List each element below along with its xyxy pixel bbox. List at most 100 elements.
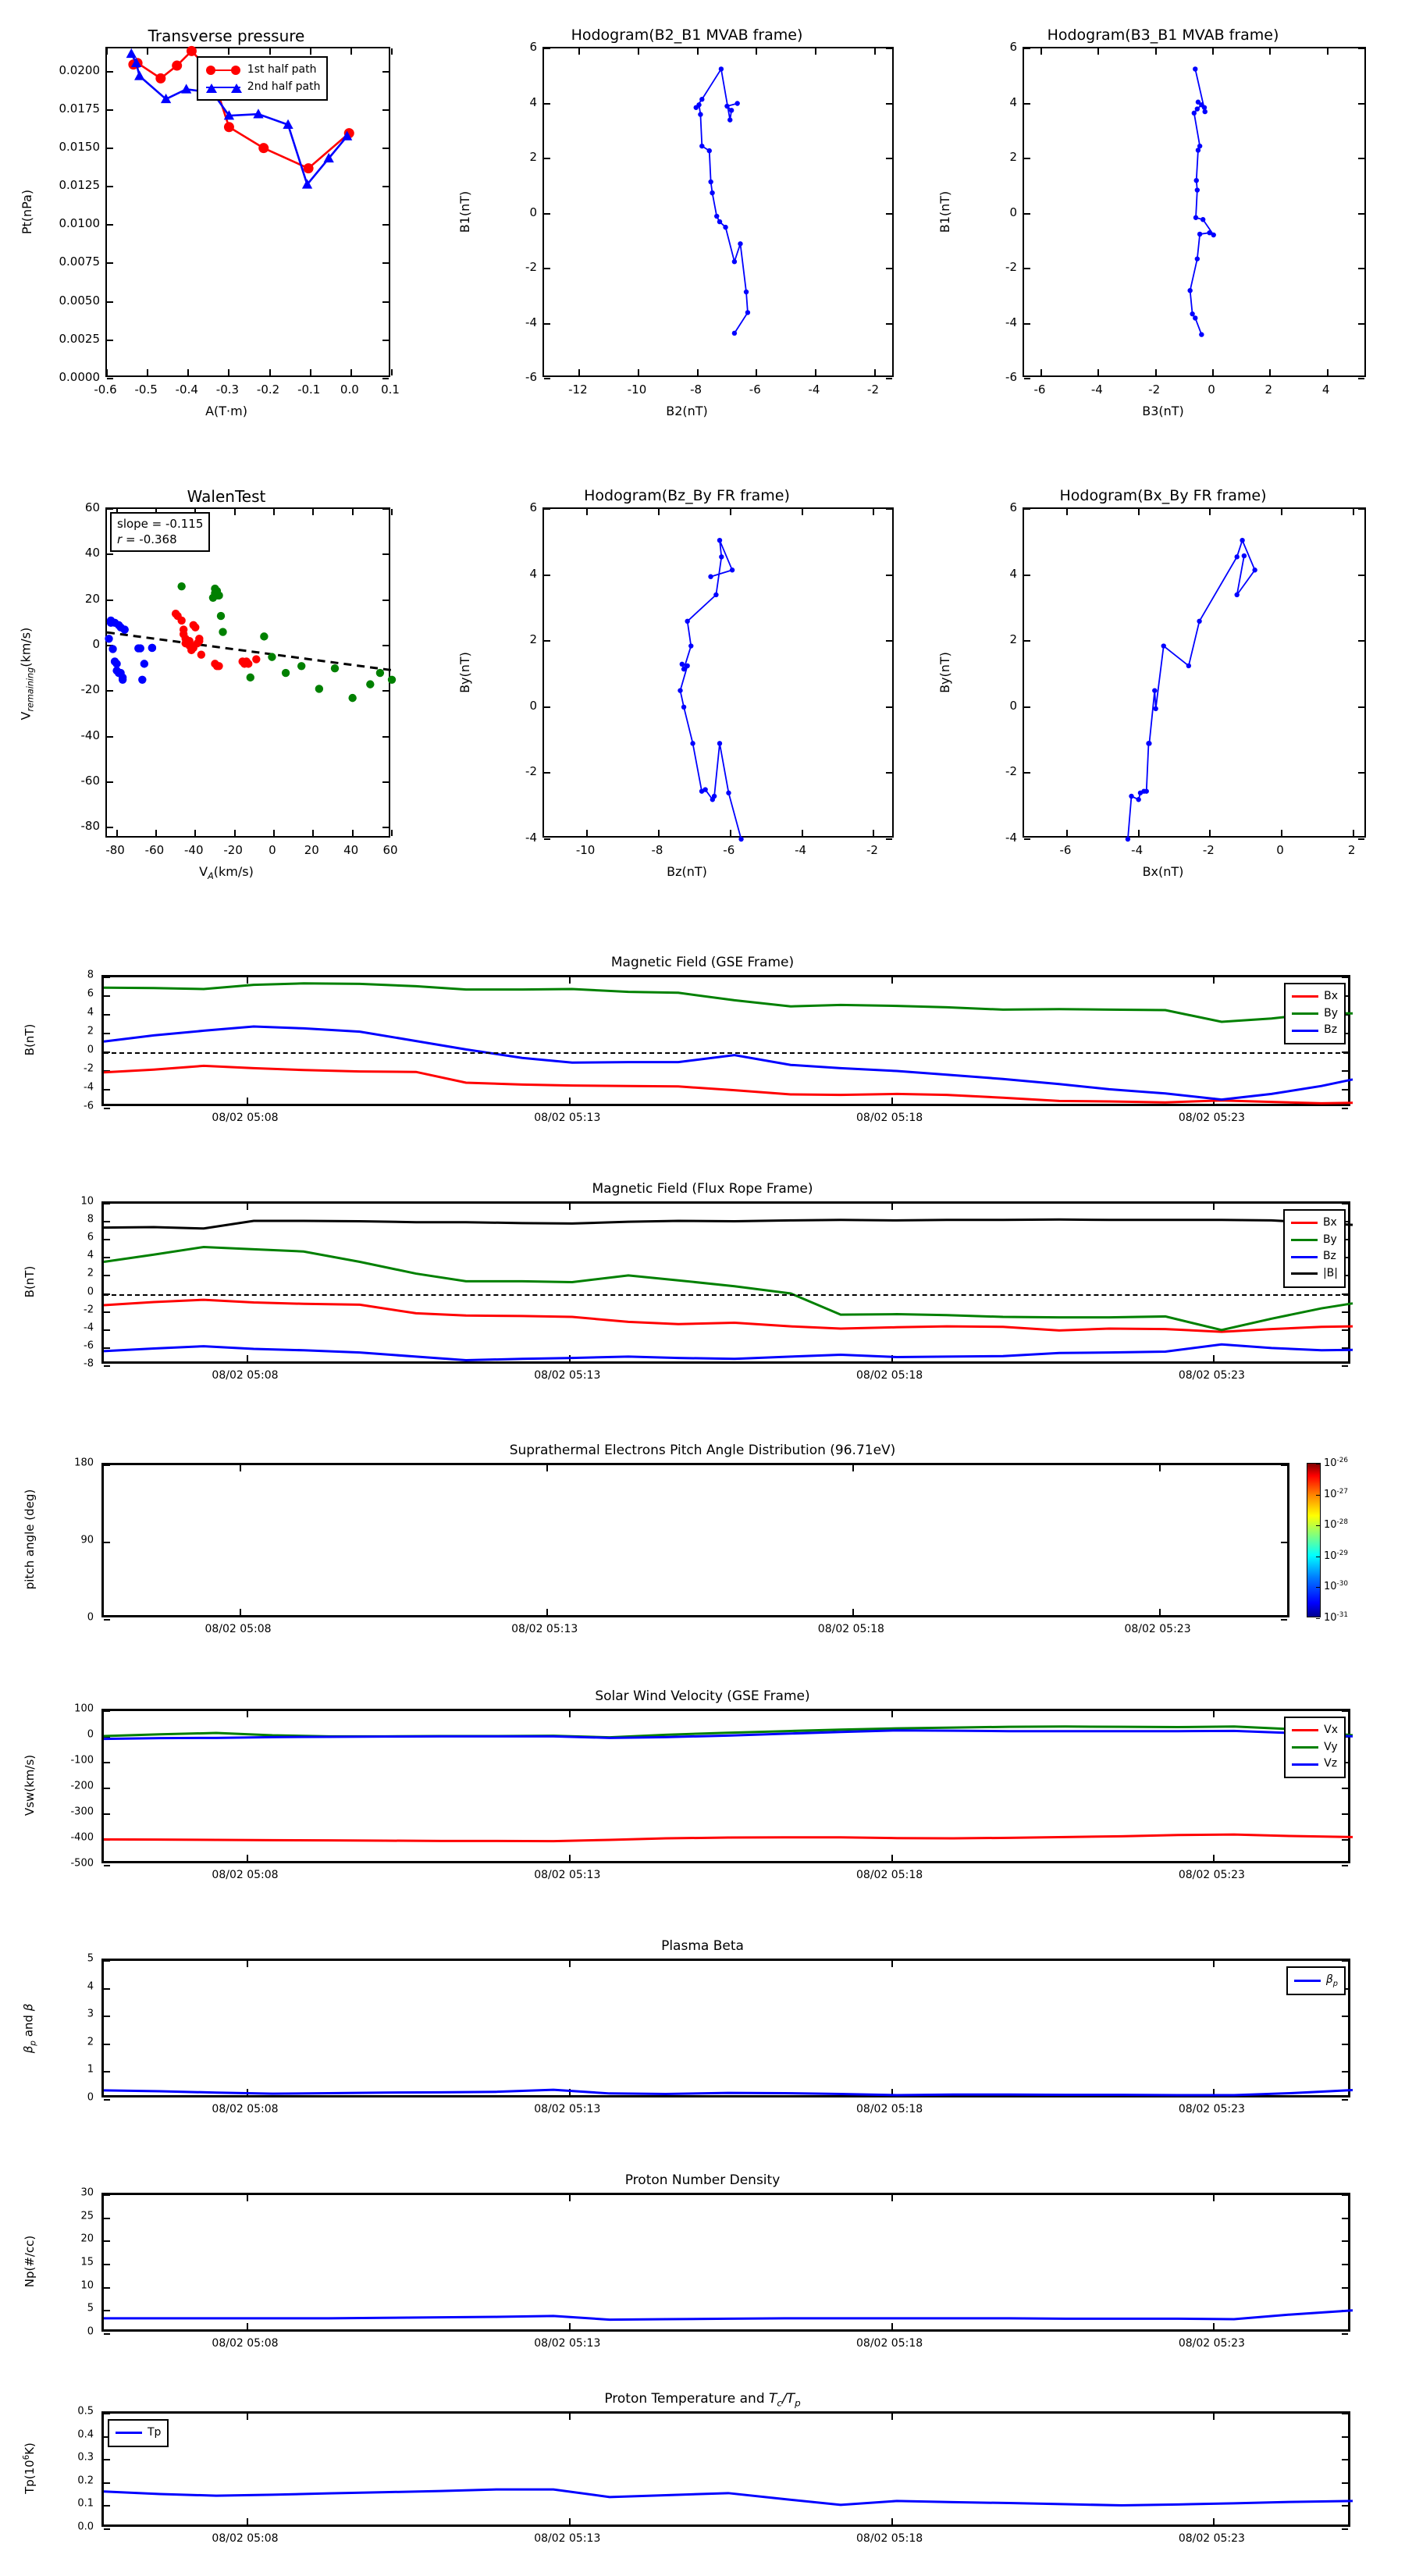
marker-dot bbox=[693, 105, 699, 110]
x-tickmark bbox=[891, 1711, 893, 1717]
y-tick-label: 40 bbox=[84, 546, 100, 560]
x-tickmark bbox=[350, 48, 352, 55]
y-tickmark bbox=[104, 2016, 110, 2018]
x-tickmark bbox=[1213, 2323, 1215, 2329]
legend-line bbox=[205, 69, 240, 71]
colorbar-tickmark bbox=[1316, 1525, 1320, 1527]
x-tickmark bbox=[233, 509, 236, 515]
marker-circle bbox=[155, 73, 166, 84]
plot-area-solar-wind-velocity bbox=[101, 1709, 1353, 1866]
plot-title-transverse-pressure: Transverse pressure bbox=[148, 27, 305, 45]
legend-color-swatch bbox=[1292, 1763, 1319, 1766]
y-tickmark bbox=[1358, 378, 1364, 379]
plot-area-transverse-pressure bbox=[105, 45, 393, 379]
legend-marker-triangle bbox=[205, 83, 217, 93]
y-tick-label: 0 bbox=[529, 698, 537, 713]
y-tickmark bbox=[104, 1221, 110, 1223]
legend-label: Vz bbox=[1324, 1757, 1338, 1770]
x-tickmark bbox=[657, 509, 660, 515]
x-tickmark bbox=[568, 2414, 571, 2420]
x-tick-label: -0.1 bbox=[297, 382, 321, 397]
walen-r-text: r = -0.368 bbox=[117, 532, 177, 547]
scatter-point bbox=[215, 662, 223, 671]
x-tickmark bbox=[578, 369, 581, 375]
marker-dot bbox=[699, 143, 705, 149]
y-tick-label: 4 bbox=[529, 566, 537, 581]
y-axis-label: pitch angle (deg) bbox=[23, 1489, 37, 1590]
x-tickmark bbox=[814, 369, 816, 375]
x-tickmark bbox=[852, 1609, 855, 1615]
x-tick-label: 08/02 05:08 bbox=[212, 1869, 279, 1881]
x-tickmark bbox=[147, 369, 149, 375]
x-tick-label: -0.2 bbox=[256, 382, 280, 397]
y-tickmark bbox=[107, 735, 113, 738]
y-tickmark bbox=[104, 2043, 110, 2045]
y-tickmark bbox=[1342, 2333, 1348, 2335]
marker-dot bbox=[1195, 99, 1201, 105]
y-tick-label: 30 bbox=[80, 2186, 94, 2199]
x-tick-label: -12 bbox=[568, 382, 588, 397]
x-tick-label: -0.5 bbox=[134, 382, 158, 397]
y-tickmark bbox=[107, 645, 113, 647]
x-tick-label: 08/02 05:18 bbox=[856, 1112, 923, 1124]
y-tick-label: 4 bbox=[1009, 94, 1017, 109]
y-tick-label: -300 bbox=[70, 1806, 94, 1818]
data-layer bbox=[678, 537, 744, 842]
y-tickmark bbox=[104, 1960, 110, 1962]
y-tick-label: -2 bbox=[1005, 260, 1017, 274]
panel-magnetic-field-gse: Magnetic Field (GSE Frame) -6 -4 -2 0 2 4 6 8 08/… bbox=[23, 948, 1382, 1151]
y-tickmark bbox=[104, 2505, 110, 2507]
x-tickmark bbox=[568, 1711, 571, 1717]
x-tick-label: -4 bbox=[808, 382, 820, 397]
marker-dot bbox=[1197, 231, 1203, 237]
x-tick-label: 08/02 05:18 bbox=[856, 2337, 923, 2350]
y-tickmark bbox=[886, 706, 892, 708]
x-tick-label: 40 bbox=[343, 843, 359, 857]
x-tick-label: -4 bbox=[1090, 382, 1103, 397]
marker-dot bbox=[1152, 688, 1158, 693]
y-tick-label: -4 bbox=[1005, 315, 1017, 329]
x-tickmark bbox=[586, 830, 589, 836]
x-tickmark bbox=[729, 509, 731, 515]
marker-dot bbox=[1200, 217, 1206, 222]
x-tickmark bbox=[269, 48, 271, 55]
plot-title-solar-wind-velocity: Solar Wind Velocity (GSE Frame) bbox=[595, 1688, 810, 1704]
y-tick-label: 3 bbox=[87, 2008, 94, 2020]
y-tickmark bbox=[1342, 1347, 1348, 1349]
x-tick-label: -0.3 bbox=[215, 382, 240, 397]
marker-dot bbox=[1186, 663, 1192, 669]
x-tickmark bbox=[546, 1465, 548, 1471]
y-tickmark bbox=[544, 772, 550, 774]
y-tick-label: -6 bbox=[84, 1100, 94, 1112]
y-tickmark bbox=[107, 147, 113, 149]
x-tickmark bbox=[1269, 369, 1272, 375]
x-tickmark bbox=[228, 48, 230, 55]
legend-color-swatch bbox=[1290, 1272, 1318, 1276]
marker-triangle bbox=[323, 152, 334, 163]
x-tickmark bbox=[1040, 369, 1042, 375]
y-tick-label: 0.4 bbox=[77, 2428, 94, 2441]
x-tick-label: 08/02 05:23 bbox=[1178, 1369, 1245, 1382]
x-tickmark bbox=[1352, 830, 1354, 836]
marker-dot bbox=[1197, 618, 1202, 624]
x-tickmark bbox=[546, 1609, 548, 1615]
scatter-point bbox=[330, 664, 340, 673]
x-tickmark bbox=[568, 1204, 571, 1210]
y-tickmark bbox=[1342, 2482, 1348, 2484]
y-tick-label: 100 bbox=[74, 1703, 94, 1715]
y-axis-label: Np(#/cc) bbox=[23, 2235, 37, 2288]
marker-dot bbox=[708, 574, 713, 579]
y-tickmark bbox=[544, 838, 550, 840]
y-tickmark bbox=[382, 827, 389, 829]
y-tickmark bbox=[1281, 1464, 1287, 1466]
y-tickmark bbox=[104, 2459, 110, 2461]
x-tickmark bbox=[873, 509, 875, 515]
marker-dot bbox=[714, 213, 720, 219]
marker-dot bbox=[718, 66, 724, 72]
panel-plasma-beta: Plasma Beta 0 1 2 3 4 5 08/02 05:08 08/02 05:13 0… bbox=[22, 1932, 1382, 2143]
x-tickmark bbox=[891, 1204, 893, 1210]
marker-dot bbox=[731, 258, 738, 265]
x-tickmark bbox=[247, 2518, 248, 2524]
y-tickmark bbox=[886, 322, 892, 325]
marker-circle bbox=[258, 143, 269, 154]
